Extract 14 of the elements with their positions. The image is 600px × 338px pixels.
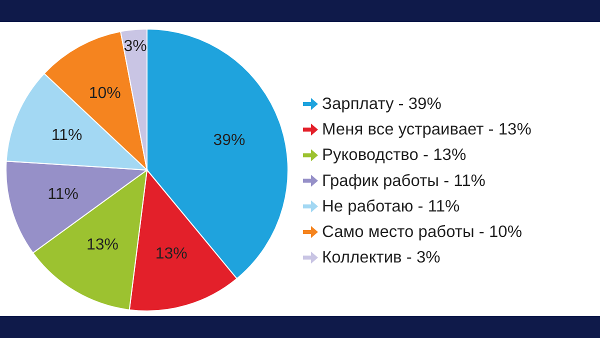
data-label: 11%: [51, 126, 82, 144]
data-label: 13%: [155, 245, 188, 262]
legend-label: График работы - 11%: [322, 172, 486, 190]
data-label: 3%: [124, 38, 147, 55]
data-label: 11%: [48, 186, 78, 203]
data-label: 13%: [86, 236, 119, 254]
legend-label: Зарплату - 39%: [322, 95, 442, 113]
legend-label: Само место работы - 10%: [322, 223, 522, 241]
data-label: 39%: [213, 132, 246, 149]
data-label: 10%: [88, 84, 121, 102]
legend-label: Не работаю - 11%: [322, 197, 460, 216]
legend-label: Коллектив - 3%: [322, 248, 441, 267]
legend-label: Руководство - 13%: [322, 146, 466, 164]
legend-label: Меня все устраивает - 13%: [322, 120, 532, 139]
